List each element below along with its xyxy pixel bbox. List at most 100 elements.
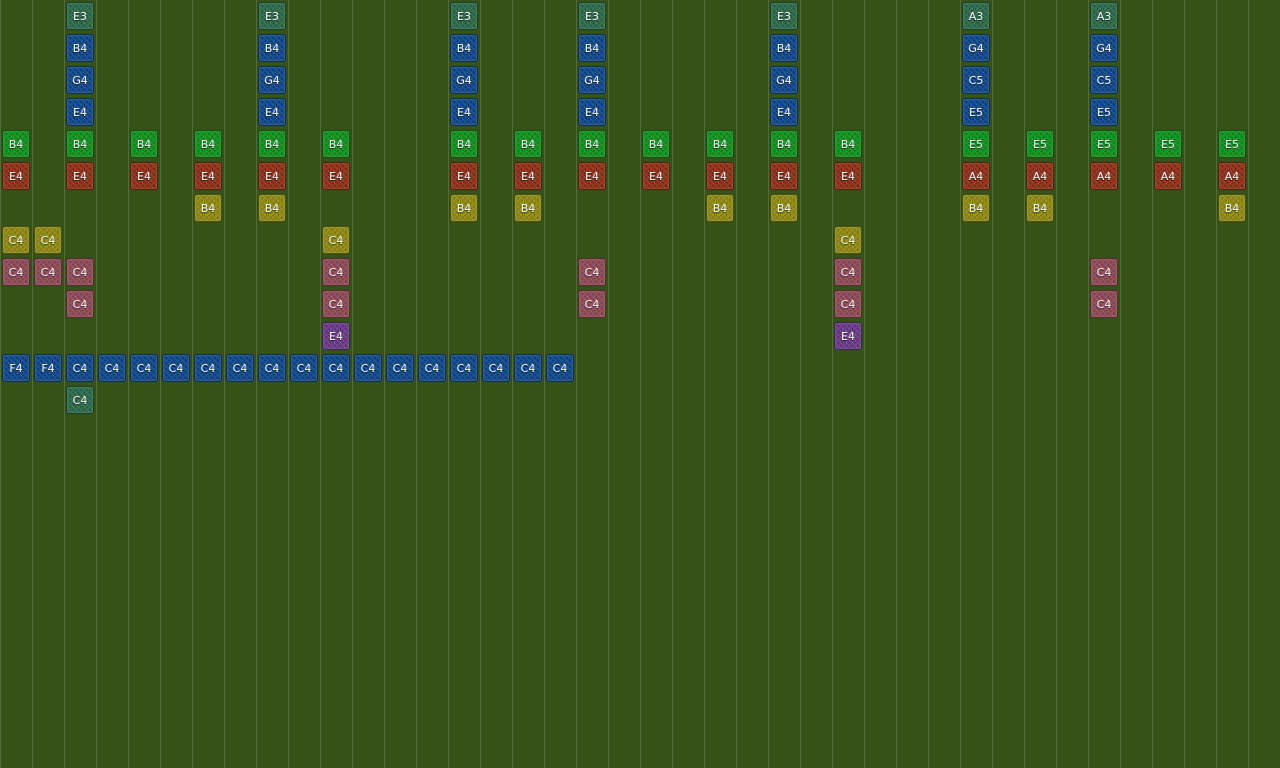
note-tile[interactable]: E4 (66, 98, 94, 126)
note-tile[interactable]: C4 (2, 226, 30, 254)
note-tile[interactable]: G4 (578, 66, 606, 94)
note-tile[interactable]: B4 (194, 130, 222, 158)
note-tile[interactable]: E4 (130, 162, 158, 190)
note-tile[interactable]: F4 (34, 354, 62, 382)
note-tile[interactable]: B4 (450, 34, 478, 62)
note-tile[interactable]: G4 (450, 66, 478, 94)
note-tile[interactable]: C4 (1090, 290, 1118, 318)
note-tile[interactable]: C4 (194, 354, 222, 382)
note-tile[interactable]: E4 (578, 98, 606, 126)
note-tile[interactable]: E4 (450, 162, 478, 190)
note-tile[interactable]: E3 (258, 2, 286, 30)
note-tile[interactable]: C4 (226, 354, 254, 382)
note-tile[interactable]: B4 (258, 34, 286, 62)
note-tile[interactable]: B4 (258, 130, 286, 158)
note-tile[interactable]: B4 (322, 130, 350, 158)
note-tile[interactable]: C4 (322, 226, 350, 254)
note-tile[interactable]: B4 (1026, 194, 1054, 222)
note-tile[interactable]: C4 (66, 354, 94, 382)
note-tile[interactable]: E4 (770, 162, 798, 190)
note-tile[interactable]: E4 (834, 162, 862, 190)
note-tile[interactable]: C4 (66, 290, 94, 318)
note-tile[interactable]: E4 (258, 162, 286, 190)
note-tile[interactable]: C5 (1090, 66, 1118, 94)
note-tile[interactable]: E4 (578, 162, 606, 190)
note-tile[interactable]: B4 (194, 194, 222, 222)
note-tile[interactable]: C4 (2, 258, 30, 286)
note-tile[interactable]: E5 (962, 98, 990, 126)
note-tile[interactable]: E4 (322, 162, 350, 190)
note-tile[interactable]: B4 (1218, 194, 1246, 222)
note-tile[interactable]: A4 (962, 162, 990, 190)
note-tile[interactable]: B4 (834, 130, 862, 158)
note-tile[interactable]: B4 (962, 194, 990, 222)
note-tile[interactable]: G4 (1090, 34, 1118, 62)
note-tile[interactable]: G4 (770, 66, 798, 94)
note-tile[interactable]: F4 (2, 354, 30, 382)
note-tile[interactable]: C4 (418, 354, 446, 382)
note-tile[interactable]: A4 (1218, 162, 1246, 190)
note-tile[interactable]: C4 (34, 226, 62, 254)
note-tile[interactable]: E3 (450, 2, 478, 30)
note-tile[interactable]: C4 (322, 258, 350, 286)
note-tile[interactable]: A4 (1026, 162, 1054, 190)
note-tile[interactable]: C4 (834, 258, 862, 286)
note-tile[interactable]: B4 (770, 194, 798, 222)
note-tile[interactable]: C4 (450, 354, 478, 382)
note-tile[interactable]: B4 (130, 130, 158, 158)
note-tile[interactable]: C4 (290, 354, 318, 382)
note-tile[interactable]: E4 (2, 162, 30, 190)
note-tile[interactable]: C4 (354, 354, 382, 382)
note-tile[interactable]: C4 (66, 258, 94, 286)
note-tile[interactable]: C4 (98, 354, 126, 382)
note-tile[interactable]: E4 (514, 162, 542, 190)
note-tile[interactable]: A3 (1090, 2, 1118, 30)
note-tile[interactable]: B4 (578, 34, 606, 62)
note-tile[interactable]: C4 (34, 258, 62, 286)
note-tile[interactable]: B4 (770, 130, 798, 158)
note-tile[interactable]: E3 (578, 2, 606, 30)
note-tile[interactable]: E3 (66, 2, 94, 30)
note-tile[interactable]: E5 (962, 130, 990, 158)
note-tile[interactable]: C4 (546, 354, 574, 382)
note-tile[interactable]: C4 (322, 354, 350, 382)
note-tile[interactable]: B4 (514, 194, 542, 222)
note-tile[interactable]: B4 (706, 130, 734, 158)
note-tile[interactable]: B4 (258, 194, 286, 222)
note-tile[interactable]: C4 (834, 290, 862, 318)
note-tile[interactable]: C4 (578, 258, 606, 286)
note-tile[interactable]: G4 (66, 66, 94, 94)
note-tile[interactable]: G4 (258, 66, 286, 94)
note-tile[interactable]: E5 (1090, 98, 1118, 126)
note-tile[interactable]: E4 (834, 322, 862, 350)
note-tile[interactable]: E5 (1154, 130, 1182, 158)
note-tile[interactable]: C4 (130, 354, 158, 382)
note-tile[interactable]: C4 (322, 290, 350, 318)
note-tile[interactable]: E4 (706, 162, 734, 190)
note-tile[interactable]: E4 (770, 98, 798, 126)
note-tile[interactable]: E4 (66, 162, 94, 190)
note-tile[interactable]: E5 (1090, 130, 1118, 158)
note-tile[interactable]: C4 (258, 354, 286, 382)
note-tile[interactable]: E4 (258, 98, 286, 126)
note-tile[interactable]: E4 (450, 98, 478, 126)
note-tile[interactable]: A3 (962, 2, 990, 30)
note-tile[interactable]: E5 (1218, 130, 1246, 158)
note-tile[interactable]: B4 (706, 194, 734, 222)
note-tile[interactable]: E4 (642, 162, 670, 190)
note-tile[interactable]: B4 (2, 130, 30, 158)
note-tile[interactable]: G4 (962, 34, 990, 62)
note-tile[interactable]: B4 (66, 130, 94, 158)
note-tile[interactable]: C4 (482, 354, 510, 382)
note-tile[interactable]: C4 (514, 354, 542, 382)
note-tile[interactable]: A4 (1090, 162, 1118, 190)
note-tile[interactable]: C4 (386, 354, 414, 382)
note-tile[interactable]: B4 (578, 130, 606, 158)
note-tile[interactable]: B4 (770, 34, 798, 62)
note-tile[interactable]: E3 (770, 2, 798, 30)
note-tile[interactable]: C4 (66, 386, 94, 414)
note-tile[interactable]: C4 (1090, 258, 1118, 286)
note-tile[interactable]: B4 (450, 194, 478, 222)
note-tile[interactable]: E4 (194, 162, 222, 190)
